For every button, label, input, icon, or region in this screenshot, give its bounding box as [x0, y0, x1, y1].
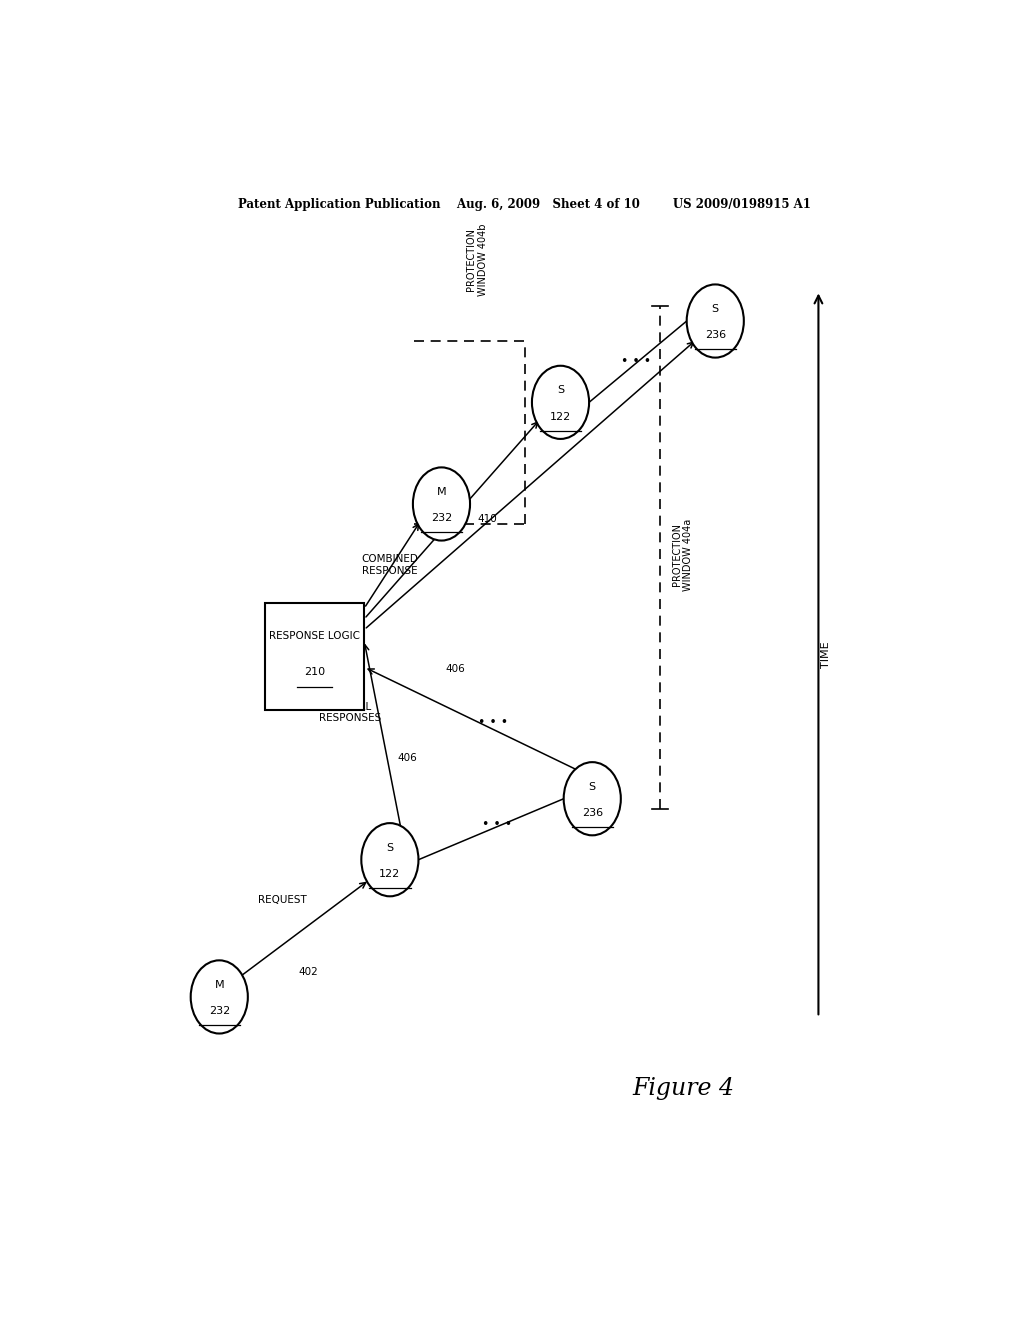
Text: 406: 406 — [445, 664, 465, 673]
Text: RESPONSE LOGIC: RESPONSE LOGIC — [269, 631, 360, 642]
FancyBboxPatch shape — [265, 603, 365, 710]
Circle shape — [531, 366, 589, 440]
Text: M: M — [214, 979, 224, 990]
Text: 232: 232 — [209, 1006, 230, 1016]
Text: • • •: • • • — [482, 817, 512, 830]
Circle shape — [190, 961, 248, 1034]
Text: Figure 4: Figure 4 — [633, 1077, 734, 1100]
Text: REQUEST: REQUEST — [258, 895, 307, 906]
Text: 210: 210 — [304, 667, 325, 677]
Text: S: S — [589, 781, 596, 792]
Text: Patent Application Publication    Aug. 6, 2009   Sheet 4 of 10        US 2009/01: Patent Application Publication Aug. 6, 2… — [239, 198, 811, 211]
Text: 236: 236 — [582, 808, 603, 818]
Text: 236: 236 — [705, 330, 726, 341]
Circle shape — [413, 467, 470, 541]
Text: 406: 406 — [397, 754, 418, 763]
Text: M: M — [436, 487, 446, 496]
Text: COMBINED
RESPONSE: COMBINED RESPONSE — [361, 554, 419, 576]
Text: 122: 122 — [379, 869, 400, 879]
Text: S: S — [712, 304, 719, 314]
Circle shape — [563, 762, 621, 836]
Text: 122: 122 — [550, 412, 571, 421]
Text: S: S — [557, 385, 564, 395]
Text: 402: 402 — [299, 966, 318, 977]
Text: PROTECTION
WINDOW 404a: PROTECTION WINDOW 404a — [672, 519, 693, 591]
Text: PROTECTION
WINDOW 404b: PROTECTION WINDOW 404b — [466, 223, 488, 296]
Text: TIME: TIME — [821, 642, 831, 668]
Text: 410: 410 — [477, 515, 497, 524]
Text: • • •: • • • — [621, 355, 651, 368]
Circle shape — [361, 824, 419, 896]
Text: PARTIAL
RESPONSES: PARTIAL RESPONSES — [319, 701, 381, 723]
Text: 232: 232 — [431, 513, 453, 523]
Text: • • •: • • • — [478, 715, 508, 729]
Circle shape — [687, 284, 743, 358]
Text: S: S — [386, 842, 393, 853]
